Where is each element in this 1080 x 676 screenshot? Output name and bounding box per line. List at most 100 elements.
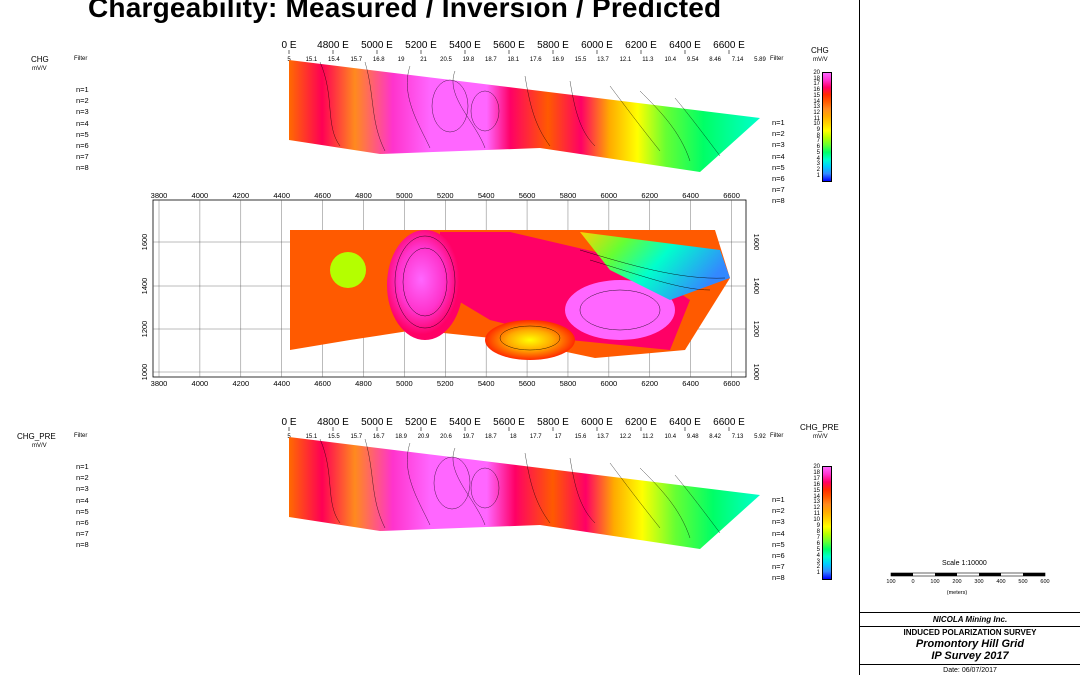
- filter-value: 9.48: [687, 434, 699, 440]
- filter-value: 17.6: [530, 57, 542, 63]
- legend-top-colorbar: [822, 72, 832, 182]
- legend-value: 12: [813, 505, 820, 512]
- legend-value: 1: [816, 172, 820, 179]
- n-level-label: n=7: [772, 562, 785, 572]
- x-tick-label-bottom: 5800: [560, 379, 577, 388]
- legend-value: 14: [813, 493, 820, 500]
- legend-value: 6: [816, 144, 820, 151]
- filter-value: 20.6: [440, 434, 452, 440]
- legend-top-unit: mV/V: [813, 57, 828, 63]
- bottom-filter-label-right: Filter: [770, 433, 784, 439]
- easting-label: 6000 E: [581, 417, 613, 428]
- filter-value: 15.6: [575, 434, 587, 440]
- legend-value: 8: [816, 132, 820, 139]
- figure-title: Chargeability: Measured / Inversion / Pr…: [88, 0, 722, 23]
- legend-value: 20: [813, 464, 820, 470]
- n-level-label: n=3: [76, 107, 89, 117]
- y-tick-label-left: 1200: [140, 321, 149, 338]
- n-level-label: n=5: [772, 162, 785, 172]
- x-tick-label-top: 4200: [232, 191, 249, 200]
- n-level-label: n=2: [76, 473, 89, 483]
- easting-label: 6600 E: [713, 417, 745, 428]
- legend-value: 11: [813, 115, 820, 122]
- filter-value: 8.42: [709, 434, 721, 440]
- legend-value: 3: [816, 558, 820, 565]
- filter-value: 15.4: [328, 57, 340, 63]
- y-tick-label-right: 1000: [752, 364, 761, 381]
- legend-value: 18: [813, 469, 820, 476]
- filter-value: 5: [287, 434, 291, 440]
- filter-value: 20.9: [418, 434, 430, 440]
- predicted-section-fill: [289, 437, 760, 549]
- scale-tick-label: 400: [996, 579, 1005, 585]
- x-tick-label-bottom: 6200: [641, 379, 658, 388]
- easting-label: 6200 E: [625, 40, 657, 51]
- bottom-filter-label: Filter: [74, 433, 88, 439]
- x-tick-label-bottom: 3800: [151, 379, 168, 388]
- inversion-low-north: [330, 252, 366, 288]
- legend-value: 4: [816, 552, 820, 559]
- scale-unit: (meters): [947, 590, 968, 596]
- x-tick-label-top: 4000: [192, 191, 209, 200]
- title-block: NICOLA Mining Inc. INDUCED POLARIZATION …: [860, 612, 1080, 676]
- n-level-label: n=8: [76, 163, 89, 173]
- inversion-anomaly-east: [565, 280, 675, 340]
- filter-value: 13.7: [597, 57, 609, 63]
- x-tick-label-top: 5400: [478, 191, 495, 200]
- filter-value: 16.9: [552, 57, 564, 63]
- x-tick-label-top: 3800: [151, 191, 168, 200]
- predicted-pseudosection: 0 E 4800 E 5000 E 5200 E 5400 E 5600 E 5800 E 6…: [281, 417, 766, 549]
- legend-value: 5: [816, 149, 820, 156]
- easting-label: 5600 E: [493, 417, 525, 428]
- n-level-label: n=1: [772, 495, 785, 504]
- filter-value: 16.8: [373, 57, 385, 63]
- legend-value: 10: [813, 517, 820, 524]
- scale-label: Scale 1:10000: [942, 560, 987, 567]
- legend-value: 11: [813, 511, 820, 518]
- legend-value: 8: [816, 528, 820, 535]
- x-tick-label-top: 6400: [682, 191, 699, 200]
- filter-value: 19.7: [463, 434, 475, 440]
- easting-label: 5200 E: [405, 40, 437, 51]
- x-tick-label-bottom: 4200: [232, 379, 249, 388]
- legend-bottom-title: CHG_PRE: [800, 423, 839, 432]
- easting-label: 6000 E: [581, 40, 613, 51]
- legend-value: 14: [813, 98, 820, 105]
- filter-value: 15.5: [328, 434, 340, 440]
- survey-date: Date: 06/07/2017: [943, 667, 997, 674]
- easting-label: 6600 E: [713, 40, 745, 51]
- scale-tick-label: 0: [911, 579, 914, 585]
- bottom-param-label: CHG_PRE: [17, 432, 56, 441]
- filter-value: 18.7: [485, 434, 497, 440]
- x-tick-label-top: 4800: [355, 191, 372, 200]
- n-level-label: n=4: [76, 118, 89, 128]
- filter-value: 20.5: [440, 57, 452, 63]
- filter-value: 15.1: [306, 57, 318, 63]
- legend-value: 2: [816, 564, 820, 571]
- legend-value: 16: [813, 481, 820, 488]
- filter-value: 13.7: [597, 434, 609, 440]
- easting-label: 5400 E: [449, 40, 481, 51]
- scale-tick-label: 600: [1040, 579, 1049, 585]
- n-level-label: n=5: [76, 506, 89, 516]
- filter-value: 7.14: [732, 57, 744, 63]
- legend-bottom-colorbar: [822, 466, 832, 580]
- legend-value: 13: [813, 499, 820, 506]
- x-tick-label-top: 5600: [519, 191, 536, 200]
- easting-label: 6400 E: [669, 40, 701, 51]
- scale-tick-label: 300: [974, 579, 983, 585]
- x-tick-label-top: 6200: [641, 191, 658, 200]
- legend-value: 2: [816, 166, 820, 173]
- easting-label: 5800 E: [537, 40, 569, 51]
- legend-value: 7: [816, 534, 820, 541]
- bottom-unit-label: mV/V: [32, 443, 47, 449]
- top-param-label: CHG: [31, 55, 49, 64]
- legend-top-title: CHG: [811, 46, 829, 55]
- x-tick-label-bottom: 4000: [192, 379, 209, 388]
- filter-value: 18.1: [507, 57, 519, 63]
- filter-value: 21: [420, 57, 427, 63]
- n-level-label: n=2: [76, 96, 89, 106]
- n-level-label: n=5: [76, 129, 89, 139]
- easting-label: 5600 E: [493, 40, 525, 51]
- legend-bottom-values: 20 18 17 16 15 14 13 12 11 10 9 8 7 6 5 4 3 2 1: [810, 464, 820, 577]
